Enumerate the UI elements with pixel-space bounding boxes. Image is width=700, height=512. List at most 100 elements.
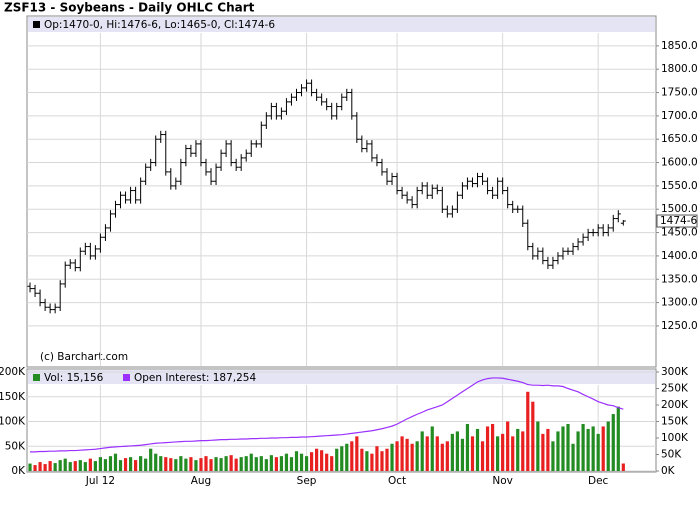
volume-bar [254,457,258,471]
volume-bar [284,453,289,471]
volume-bar [365,451,369,471]
volume-bar [224,456,228,471]
volume-bar [616,406,620,471]
volume-bar [309,452,314,471]
volume-bar [465,423,470,471]
volume-bar [420,431,424,471]
volume-bar [149,448,153,471]
volume-bar [48,461,52,471]
volume-bar [551,441,555,471]
volume-bar [123,458,128,471]
x-tick-label: Sep [297,475,317,487]
x-tick-label: Oct [388,475,406,487]
y-tick-label: 1700.0 [661,110,698,122]
y-tick-label: 1500.0 [661,203,698,215]
copyright: (c) Barchart.com [40,351,128,363]
volume-bar [58,460,62,471]
volume-bar [380,451,384,471]
volume-bar [410,443,414,471]
volume-bar [526,391,530,471]
y2-tick-label: 150K [661,416,689,428]
volume-bar [184,458,188,471]
y-tick-label: 200K [0,366,26,378]
ohlc-legend: Op:1470-0, Hi:1476-6, Lo:1465-0, Cl:1474… [44,19,275,31]
volume-bar [375,446,379,471]
volume-bar [586,428,590,471]
volume-bar [98,457,103,471]
volume-bar [264,459,268,471]
volume-bar [274,457,278,471]
price-legend-band [28,17,655,32]
volume-bar [244,456,248,471]
volume-bar [139,456,143,471]
volume-bar [395,441,399,471]
volume-bar [38,462,42,471]
y2-tick-label: 250K [661,383,689,395]
volume-bar [88,458,92,471]
volume-bar [425,436,429,471]
volume-bar [199,458,203,471]
volume-bar [219,458,223,471]
volume-bar [480,441,485,471]
volume-bar [325,453,329,471]
volume-bar [239,457,243,471]
volume-bar [28,463,32,471]
volume-bar [154,453,158,471]
volume-bar [234,458,238,471]
volume-bar [189,457,193,471]
volume-bar [229,455,233,471]
volume-bar [400,436,404,471]
volume-bar [179,456,183,471]
y-tick-label: 1800.0 [661,63,698,75]
legend-swatch [33,374,40,381]
volume-bar [576,431,580,471]
volume-bar [209,459,213,471]
volume-bar [330,456,334,471]
y-tick-label: 1550.0 [661,180,698,192]
y-tick-label: 1650.0 [661,133,698,145]
volume-bar [501,433,505,471]
volume-bar [108,456,113,471]
legend-label: Open Interest: 187,254 [134,372,256,384]
y-tick-label: 1600.0 [661,157,698,169]
y-tick-label: 1300.0 [661,297,698,309]
last-price-box [656,214,698,228]
volume-bar [455,431,459,471]
volume-bar [546,428,550,471]
volume-bar [516,428,520,471]
y-tick-label: 100K [0,416,26,428]
volume-bar [269,455,273,471]
volume-bar [83,462,87,471]
volume-bar [315,448,319,471]
legend-label: Vol: 15,156 [44,372,104,384]
y2-tick-label: 50K [661,449,682,461]
volume-bar [249,453,253,471]
volume-bar [360,448,364,471]
volume-bar [475,428,480,471]
legend-swatch [123,374,130,381]
volume-bar [511,436,515,471]
volume-legend-band [28,370,655,384]
y-tick-label: 1750.0 [661,87,698,99]
volume-bar [159,456,163,471]
volume-bar [113,453,118,471]
y-tick-label: 1450.0 [661,227,698,239]
y-tick-label: 1250.0 [661,320,698,332]
volume-bar [320,450,324,471]
volume-bar [435,436,439,471]
volume-bar [63,458,67,471]
volume-bar [496,436,500,471]
volume-bar [118,460,123,471]
volume-bar [43,464,47,471]
y-tick-label: 1400.0 [661,250,698,262]
chart-title: ZSF13 - Soybeans - Daily OHLC Chart [4,1,255,15]
volume-bar [294,451,299,471]
volume-bar [450,433,454,471]
volume-bar [174,459,178,471]
volume-bar [440,443,444,471]
volume-bar [485,426,490,471]
volume-bar [78,460,82,471]
volume-bar [340,446,344,471]
